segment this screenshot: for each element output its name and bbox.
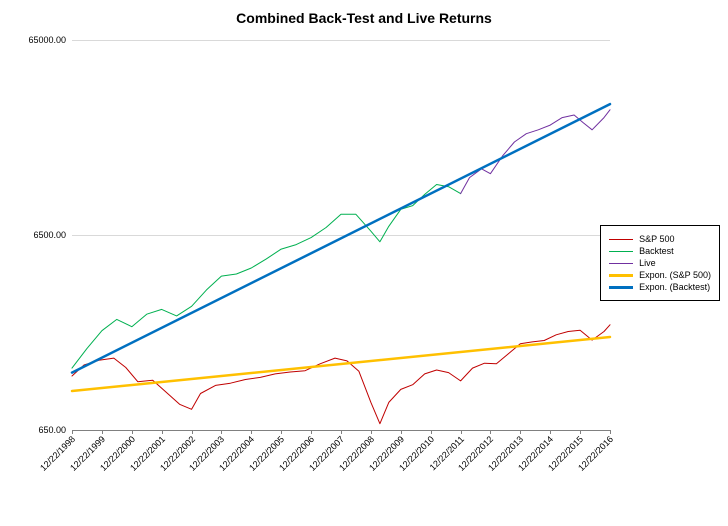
series-expon_sp500 [72,337,610,391]
series-layer [72,40,610,430]
x-axis-line [72,430,610,431]
legend: S&P 500 Backtest Live Expon. (S&P 500) Expon… [600,225,720,301]
plot-area: 650.006500.0065000.0012/22/199812/22/199… [72,40,610,430]
legend-label: Live [639,258,656,268]
legend-label: Backtest [639,246,674,256]
series-expon_backtest [72,104,610,373]
legend-item: Expon. (Backtest) [609,282,711,292]
series-live [461,110,610,194]
legend-label: S&P 500 [639,234,674,244]
legend-swatch [609,286,633,289]
legend-item: Live [609,258,711,268]
legend-label: Expon. (Backtest) [639,282,710,292]
x-tick [610,430,611,434]
legend-swatch [609,274,633,277]
series-sp500 [72,325,610,424]
legend-swatch [609,251,633,252]
y-tick-label: 650.00 [38,425,66,435]
legend-item: Backtest [609,246,711,256]
legend-item: Expon. (S&P 500) [609,270,711,280]
chart-container: Combined Back-Test and Live Returns 650.… [0,0,728,526]
legend-item: S&P 500 [609,234,711,244]
y-tick-label: 6500.00 [33,230,66,240]
y-tick-label: 65000.00 [28,35,66,45]
legend-label: Expon. (S&P 500) [639,270,711,280]
chart-title: Combined Back-Test and Live Returns [0,10,728,26]
legend-swatch [609,263,633,264]
legend-swatch [609,239,633,240]
